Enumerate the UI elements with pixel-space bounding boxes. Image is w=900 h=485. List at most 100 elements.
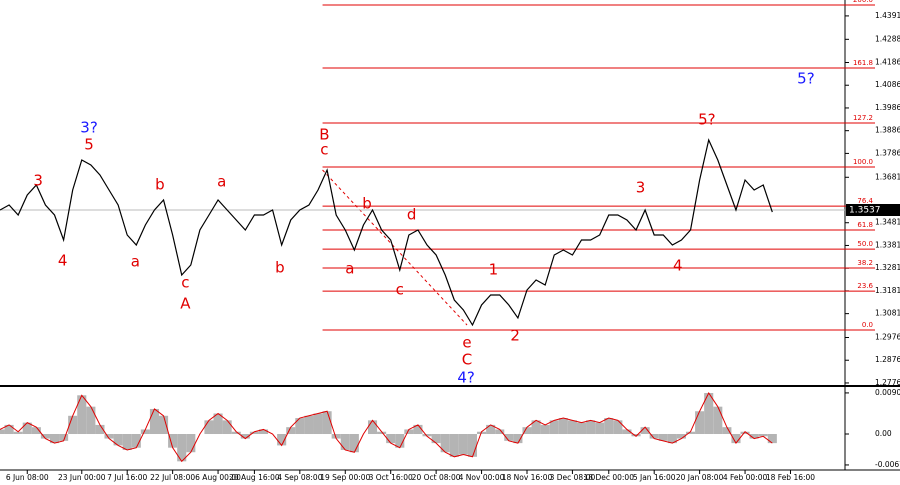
oscillator-bar [295, 418, 305, 435]
fib-label: 161.8 [853, 59, 873, 67]
oscillator-bar [222, 420, 232, 435]
fib-label: 0.0 [862, 321, 873, 329]
fib-label: 100.0 [853, 158, 873, 166]
y-tick-label: 1.3081 [875, 309, 900, 318]
wave-label: 1 [489, 261, 499, 279]
oscillator-bar [49, 434, 60, 444]
x-tick-label: 23 Jun 00:00 [58, 473, 106, 482]
oscillator-bar [413, 424, 423, 435]
price-line [0, 138, 773, 327]
fib-label: 127.2 [853, 114, 873, 122]
oscillator-bar [567, 420, 577, 435]
oscillator-bar [286, 427, 296, 435]
wave-label: 3 [33, 171, 43, 189]
x-tick-label: 18 Dec 00:00 [584, 473, 635, 482]
oscillator-bar [758, 434, 768, 437]
y-tick-label: 0.00 [875, 429, 892, 438]
oscillator-bar [504, 434, 514, 441]
wave-label: 4 [673, 256, 683, 274]
wave-label: 4? [457, 368, 475, 386]
x-tick-label: 20 Jan 08:00 [676, 473, 724, 482]
oscillator-bar [458, 434, 468, 455]
oscillator-bar [558, 418, 568, 435]
oscillator-bar [440, 434, 450, 453]
oscillator-bar [40, 434, 50, 439]
oscillator-bar [740, 431, 750, 435]
wave-label: 4 [58, 251, 68, 269]
oscillator-bar [422, 434, 432, 437]
oscillator-bar [13, 431, 23, 435]
y-tick-label: 1.3986 [875, 103, 900, 112]
y-tick-label: 0.00902 [875, 388, 900, 397]
oscillator-bar [767, 434, 777, 444]
y-tick-label: 1.3786 [875, 148, 900, 157]
oscillator-bar [604, 418, 614, 435]
oscillator-bar [0, 429, 5, 435]
oscillator-bar [749, 434, 759, 439]
y-tick-label: 1.4391 [875, 11, 900, 20]
oscillator-bar [22, 422, 32, 435]
oscillator-bar [695, 411, 705, 435]
oscillator-bar [367, 420, 378, 435]
oscillator-bar [540, 424, 550, 435]
oscillator-bar [549, 420, 559, 435]
oscillator-bar [431, 434, 441, 444]
oscillator-bar [213, 413, 223, 435]
x-tick-label: 4 Feb 00:00 [723, 473, 768, 482]
x-tick-label: 6 Aug 00:00 [195, 473, 241, 482]
y-tick-label: -0.00679 [875, 460, 900, 469]
oscillator-bar [731, 434, 741, 444]
x-tick-label: 20 Oct 08:00 [412, 473, 461, 482]
oscillator-bar [586, 420, 596, 435]
oscillator-bar [467, 434, 478, 457]
oscillator-bar [168, 434, 178, 448]
x-tick-label: 4 Sep 08:00 [277, 473, 323, 482]
oscillator-bar [349, 434, 359, 453]
x-tick-label: 19 Sep 00:00 [320, 473, 370, 482]
oscillator-bar [495, 429, 505, 435]
oscillator-bar [640, 427, 650, 435]
x-tick-label: 7 Jul 16:00 [107, 473, 147, 482]
oscillator-bar [113, 434, 123, 446]
oscillator-bar [404, 429, 414, 435]
oscillator-bar [631, 434, 641, 437]
oscillator-bar [95, 424, 105, 435]
last-price-label: 1.3537 [849, 206, 881, 216]
wave-label: A [180, 295, 191, 313]
oscillator-bar [131, 434, 141, 448]
oscillator-bar [277, 434, 287, 446]
wave-label: 5? [797, 70, 815, 88]
oscillator-bar [4, 424, 14, 435]
oscillator-bar [140, 429, 150, 435]
y-tick-label: 1.3381 [875, 240, 900, 249]
wave-label: 5 [84, 136, 94, 154]
wave-label: c [396, 281, 404, 299]
y-tick-label: 1.2976 [875, 333, 900, 342]
wave-label: b [362, 195, 372, 213]
oscillator-bar [159, 415, 169, 435]
x-tick-label: 20 Aug 16:00 [229, 473, 280, 482]
oscillator-bar [177, 434, 187, 462]
oscillator-bar [395, 434, 405, 448]
oscillator-bar [513, 434, 523, 444]
oscillator-bar [622, 429, 632, 435]
x-tick-label: 18 Feb 16:00 [766, 473, 815, 482]
y-tick-label: 1.4288 [875, 34, 900, 43]
x-tick-label: 18 Nov 16:00 [502, 473, 553, 482]
y-tick-label: 1.3281 [875, 263, 900, 272]
fib-label: 200.0 [853, 0, 873, 4]
last-price-box [846, 204, 900, 216]
y-tick-label: 1.3886 [875, 126, 900, 135]
wave-label: b [275, 258, 285, 276]
oscillator-bar [104, 434, 114, 439]
oscillator-bar [658, 434, 668, 441]
oscillator-bar [304, 415, 314, 435]
wave-label: B [319, 126, 329, 144]
x-tick-label: 5 Jan 16:00 [633, 473, 676, 482]
oscillator-bar [576, 422, 587, 435]
y-tick-label: 1.3481 [875, 218, 900, 227]
oscillator-bar [531, 420, 541, 435]
wave-label: a [217, 173, 226, 191]
